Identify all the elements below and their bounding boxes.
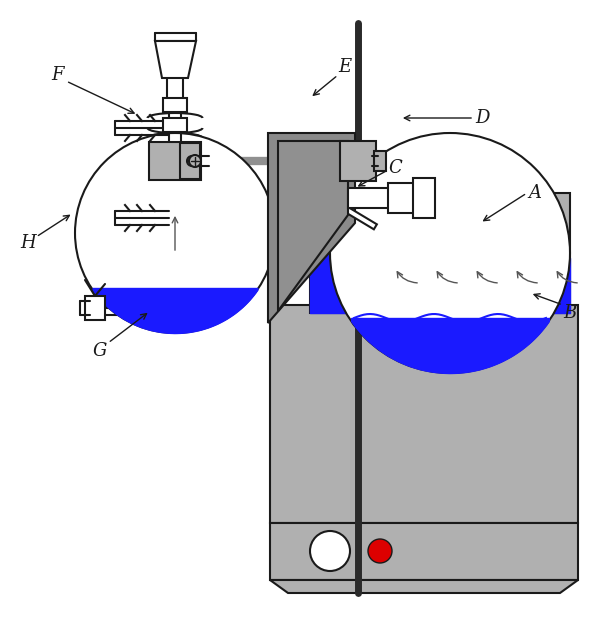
Polygon shape	[270, 523, 578, 580]
Polygon shape	[278, 141, 348, 311]
Polygon shape	[155, 41, 196, 78]
Circle shape	[75, 133, 275, 333]
Polygon shape	[270, 580, 578, 593]
Bar	[163, 278, 187, 290]
Circle shape	[187, 156, 197, 166]
Text: A: A	[529, 184, 542, 202]
Bar	[85, 296, 105, 320]
Bar	[163, 98, 187, 112]
Polygon shape	[336, 202, 377, 229]
Polygon shape	[348, 188, 390, 208]
Text: E: E	[338, 58, 352, 76]
Circle shape	[310, 531, 350, 571]
Circle shape	[330, 133, 570, 373]
Polygon shape	[413, 178, 435, 218]
Text: G: G	[93, 342, 107, 360]
Text: H: H	[20, 234, 36, 252]
Circle shape	[368, 539, 392, 563]
Polygon shape	[270, 305, 578, 523]
Bar	[149, 142, 201, 180]
Bar	[374, 151, 386, 171]
Polygon shape	[388, 183, 415, 213]
Bar	[180, 143, 200, 179]
Circle shape	[189, 155, 201, 167]
Bar	[310, 193, 570, 313]
Bar	[340, 141, 376, 181]
Text: B: B	[563, 304, 577, 322]
Text: D: D	[475, 109, 489, 127]
Bar	[163, 118, 187, 132]
Text: F: F	[52, 66, 64, 84]
Text: C: C	[388, 159, 402, 177]
Polygon shape	[268, 133, 355, 323]
